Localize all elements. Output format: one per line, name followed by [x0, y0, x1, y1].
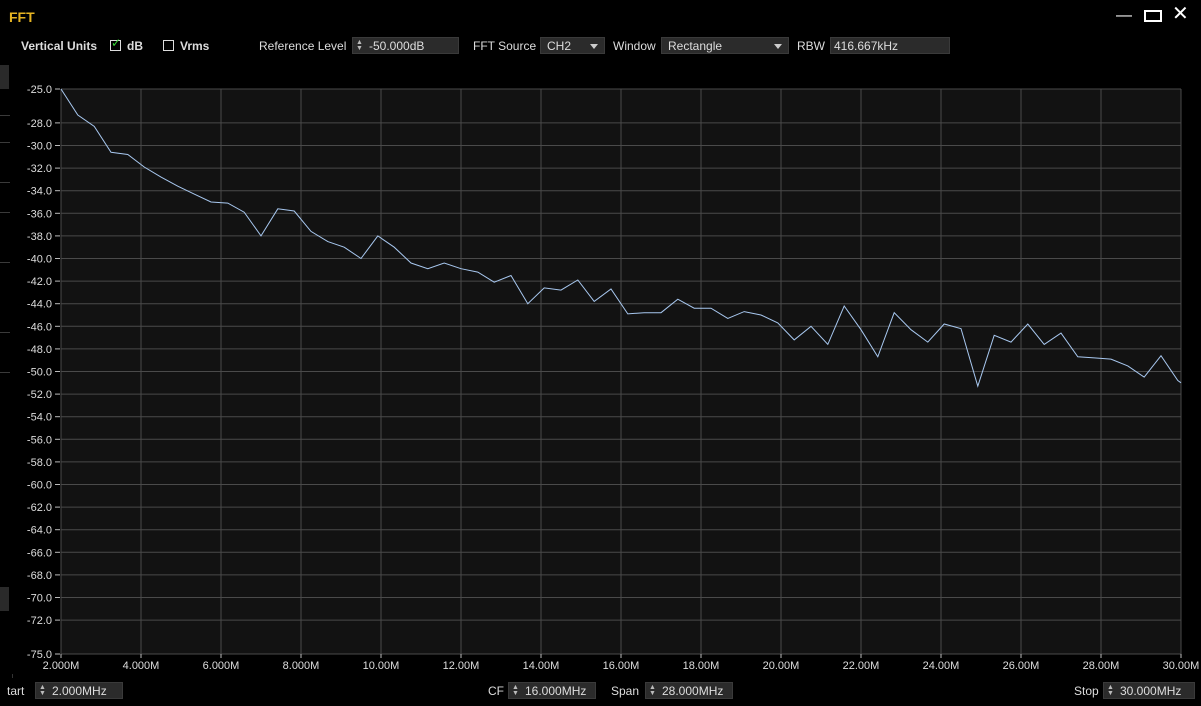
y-tick-label: -44.0	[27, 299, 52, 311]
x-tick-label: 24.00M	[923, 660, 960, 672]
y-tick-label: -50.0	[27, 367, 52, 379]
frequency-bar: tart ▲ ▼ 2.000MHz CF ▲ ▼ 16.000MHz Span ▲ ▼…	[0, 678, 1201, 706]
side-panel-divider	[0, 182, 10, 183]
db-checkbox[interactable]: ✓	[110, 36, 121, 51]
fft-source-value: CH2	[547, 39, 572, 53]
start-label: tart	[7, 684, 25, 698]
stop-value: 30.000MHz	[1120, 684, 1182, 698]
side-panel-divider	[0, 372, 10, 373]
x-tick-label: 16.00M	[603, 660, 640, 672]
x-tick-label: 14.00M	[523, 660, 560, 672]
side-panel-control[interactable]	[0, 65, 9, 89]
span-input[interactable]: ▲ ▼ 28.000MHz	[645, 682, 733, 699]
checkmark-icon: ✓	[111, 36, 122, 50]
y-tick-label: -64.0	[27, 525, 52, 537]
side-panel-divider	[0, 212, 10, 213]
x-tick-label: 8.000M	[283, 660, 320, 672]
y-tick-label: -75.0	[27, 649, 52, 661]
stop-label: Stop	[1074, 684, 1099, 698]
y-tick-label: -25.0	[27, 84, 52, 96]
rbw-value: 416.667kHz	[834, 39, 899, 53]
chevron-down-icon	[774, 44, 782, 49]
spinner-icon[interactable]: ▲ ▼	[1107, 684, 1114, 697]
rbw-field: 416.667kHz	[830, 37, 950, 54]
x-tick-label: 18.00M	[683, 660, 720, 672]
y-tick-label: -32.0	[27, 163, 52, 175]
x-tick-label: 12.00M	[443, 660, 480, 672]
spinner-icon[interactable]: ▲ ▼	[512, 684, 519, 697]
cf-label: CF	[488, 684, 504, 698]
chevron-down-icon	[590, 44, 598, 49]
fft-plot[interactable]: -25.0 -28.0 -30.0 -32.0 -34.0 -36.0 -38.0 -40.0…	[12, 60, 1201, 674]
y-tick-label: -34.0	[27, 186, 52, 198]
y-tick-label: -42.0	[27, 276, 52, 288]
start-value: 2.000MHz	[52, 684, 107, 698]
y-tick-label: -54.0	[27, 412, 52, 424]
window-title: FFT	[9, 9, 35, 25]
title-bar: FFT — ✕	[0, 0, 1201, 32]
fft-source-select[interactable]: CH2	[540, 37, 605, 54]
y-tick-label: -36.0	[27, 208, 52, 220]
y-tick-label: -48.0	[27, 344, 52, 356]
y-tick-label: -30.0	[27, 141, 52, 153]
side-panel-control[interactable]	[0, 587, 9, 611]
y-tick-label: -58.0	[27, 457, 52, 469]
side-panel-divider	[0, 332, 10, 333]
spinner-icon[interactable]: ▲ ▼	[356, 39, 363, 52]
minimize-icon[interactable]: —	[1116, 7, 1132, 24]
y-tick-label: -52.0	[27, 389, 52, 401]
y-tick-label: -38.0	[27, 231, 52, 243]
y-tick-label: -28.0	[27, 118, 52, 130]
cf-input[interactable]: ▲ ▼ 16.000MHz	[508, 682, 596, 699]
y-tick-label: -70.0	[27, 593, 52, 605]
x-tick-label: 10.00M	[363, 660, 400, 672]
y-tick-label: -68.0	[27, 570, 52, 582]
cf-value: 16.000MHz	[525, 684, 587, 698]
y-tick-label: -72.0	[27, 615, 52, 627]
close-icon[interactable]: ✕	[1172, 3, 1189, 25]
y-tick-label: -56.0	[27, 434, 52, 446]
x-tick-label: 28.00M	[1083, 660, 1120, 672]
vrms-label: Vrms	[180, 39, 210, 53]
start-input[interactable]: ▲ ▼ 2.000MHz	[35, 682, 123, 699]
spectrum-trace	[60, 88, 1182, 388]
maximize-icon[interactable]	[1144, 10, 1162, 22]
x-tick-label: 30.00M	[1163, 660, 1200, 672]
y-tick-label: -66.0	[27, 547, 52, 559]
reference-level-value: -50.000dB	[369, 39, 425, 53]
reference-level-label: Reference Level	[259, 39, 347, 53]
x-tick-label: 2.000M	[43, 660, 80, 672]
y-tick-label: -40.0	[27, 254, 52, 266]
reference-level-input[interactable]: ▲ ▼ -50.000dB	[352, 37, 459, 54]
y-tick-label: -60.0	[27, 480, 52, 492]
fft-toolbar: Vertical Units ✓ dB Vrms Reference Level…	[12, 32, 1201, 60]
window-label: Window	[613, 39, 656, 53]
x-tick-label: 20.00M	[763, 660, 800, 672]
y-tick-label: -62.0	[27, 502, 52, 514]
side-panel-divider	[0, 142, 10, 143]
x-tick-label: 26.00M	[1003, 660, 1040, 672]
x-tick-label: 6.000M	[203, 660, 240, 672]
fft-spectrum-chart[interactable]: -25.0 -28.0 -30.0 -32.0 -34.0 -36.0 -38.0 -40.0…	[12, 60, 1201, 674]
rbw-label: RBW	[797, 39, 825, 53]
x-tick-label: 4.000M	[123, 660, 160, 672]
side-panel-divider	[0, 262, 10, 263]
window-value: Rectangle	[668, 39, 723, 53]
span-label: Span	[611, 684, 640, 698]
stop-input[interactable]: ▲ ▼ 30.000MHz	[1103, 682, 1195, 699]
window-select[interactable]: Rectangle	[661, 37, 789, 54]
vrms-checkbox[interactable]	[163, 40, 174, 51]
db-label: dB	[127, 39, 143, 53]
side-panel-divider	[0, 115, 10, 116]
y-tick-label: -46.0	[27, 321, 52, 333]
spinner-icon[interactable]: ▲ ▼	[649, 684, 656, 697]
fft-source-label: FFT Source	[473, 39, 537, 53]
spinner-icon[interactable]: ▲ ▼	[39, 684, 46, 697]
x-tick-label: 22.00M	[843, 660, 880, 672]
vertical-units-label: Vertical Units	[21, 39, 98, 53]
span-value: 28.000MHz	[662, 684, 724, 698]
